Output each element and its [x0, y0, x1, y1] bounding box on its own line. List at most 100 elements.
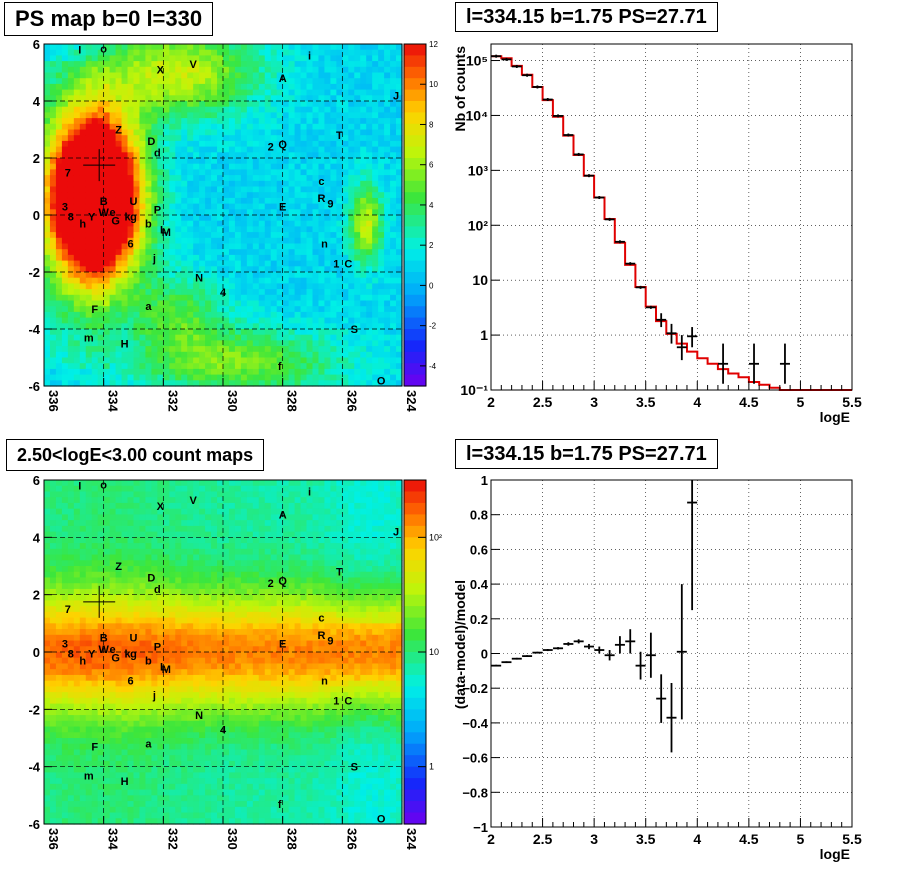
map-cell [240, 123, 248, 131]
map-cell [109, 243, 117, 250]
map-cell [145, 611, 152, 619]
map-cell [151, 329, 158, 336]
map-cell [300, 232, 308, 239]
map-cell [169, 215, 176, 222]
map-cell [151, 611, 158, 619]
map-cell [384, 89, 391, 96]
map-cell [121, 680, 129, 687]
map-cell [258, 175, 266, 182]
map-cell [199, 277, 206, 284]
map-cell [348, 203, 355, 210]
y-tick-label: -2 [28, 265, 40, 280]
map-cell [115, 789, 123, 796]
map-cell [109, 480, 117, 487]
map-cell [217, 329, 224, 336]
map-cell [55, 818, 63, 825]
map-cell [44, 583, 51, 590]
map-cell [396, 175, 403, 182]
map-cell [270, 220, 278, 227]
map-cell [55, 49, 63, 56]
map-cell [115, 329, 123, 336]
colorbar-step [404, 294, 426, 307]
map-cell [103, 720, 111, 728]
map-cell [372, 106, 379, 113]
map-cell [342, 266, 349, 273]
map-cell [199, 215, 206, 222]
map-cell [288, 300, 296, 307]
map-cell [157, 163, 164, 170]
map-cell [139, 520, 147, 527]
map-cell [103, 158, 111, 165]
map-cell [169, 129, 176, 136]
x-tick-label: 2.5 [533, 394, 553, 410]
data-point [656, 313, 667, 328]
map-cell [390, 294, 397, 302]
map-cell [175, 357, 182, 364]
map-cell [169, 83, 176, 91]
map-cell [342, 300, 349, 307]
map-cell [127, 657, 135, 665]
map-cell [306, 135, 314, 142]
map-cell [109, 674, 117, 682]
map-cell [49, 89, 57, 96]
map-cell [109, 249, 117, 256]
map-cell [264, 66, 272, 74]
map-cell [115, 812, 123, 819]
map-cell [342, 249, 349, 256]
map-cell [324, 118, 331, 125]
map-cell [378, 317, 385, 324]
map-cell [61, 158, 69, 165]
map-cell [73, 294, 81, 302]
map-cell [372, 254, 379, 262]
map-cell [139, 135, 147, 142]
map-cell [384, 123, 391, 131]
map-cell [157, 317, 164, 324]
map-cell [121, 697, 129, 705]
map-cell [109, 380, 117, 387]
map-cell [342, 146, 349, 153]
map-cell [103, 623, 111, 630]
map-cell [205, 317, 212, 324]
map-cell [79, 801, 87, 808]
map-cell [157, 283, 164, 290]
map-cell [211, 192, 218, 199]
map-cell [97, 697, 105, 705]
map-cell [109, 594, 117, 601]
map-cell [67, 123, 75, 131]
map-cell [240, 260, 248, 267]
map-cell [145, 715, 152, 722]
map-cell [73, 180, 81, 188]
map-cell [187, 197, 194, 205]
map-cell [324, 254, 331, 262]
map-cell [193, 209, 200, 216]
map-cell [49, 175, 57, 182]
map-cell [354, 78, 361, 85]
map-cell [67, 135, 75, 142]
count-map-title: 2.50<logE<3.00 count maps [6, 439, 265, 471]
map-cell [109, 283, 117, 290]
map-cell [91, 363, 99, 370]
map-cell [151, 72, 158, 79]
map-cell [169, 272, 176, 279]
map-cell [61, 266, 69, 273]
map-cell [151, 525, 158, 533]
map-cell [312, 209, 320, 216]
map-cell [133, 686, 141, 693]
map-cell [133, 249, 141, 256]
map-cell [228, 380, 236, 387]
map-cell [61, 491, 69, 498]
map-cell [97, 55, 105, 62]
map-cell [294, 317, 302, 324]
map-cell [276, 311, 284, 319]
map-cell [115, 588, 123, 596]
map-cell [384, 101, 391, 108]
map-cell [336, 101, 343, 108]
map-cell [49, 306, 57, 313]
map-cell [55, 329, 63, 336]
map-cell [61, 169, 69, 176]
map-cell [270, 351, 278, 359]
map-cell [300, 329, 308, 336]
map-cell [151, 531, 158, 538]
map-cell [49, 266, 57, 273]
map-cell [169, 220, 176, 227]
